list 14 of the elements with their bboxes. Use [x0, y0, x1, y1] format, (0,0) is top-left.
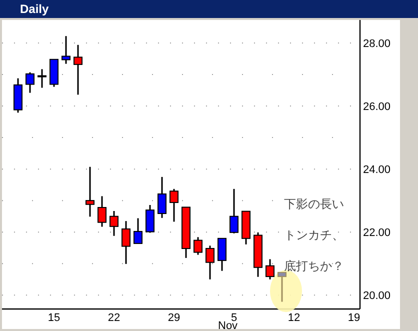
y-tick-label: 28.00 [363, 38, 391, 50]
x-tick-label: 29 [168, 312, 180, 324]
x-tick-label: 15 [48, 312, 60, 324]
title: Daily [20, 2, 49, 16]
annotation: 下影の長い [284, 197, 344, 211]
x-tick-label: 19 [348, 312, 360, 324]
y-tick-label: 26.00 [363, 101, 391, 114]
y-tick-label: 24.00 [363, 164, 391, 176]
y-tick-label: 20.00 [363, 290, 391, 302]
annotation: トンカチ、 [284, 228, 344, 242]
x-tick-label: 12 [288, 312, 300, 324]
y-tick-label: 22.00 [363, 227, 391, 240]
annotation: 底打ちか？ [284, 259, 344, 273]
x-tick-label: 22 [108, 312, 120, 324]
